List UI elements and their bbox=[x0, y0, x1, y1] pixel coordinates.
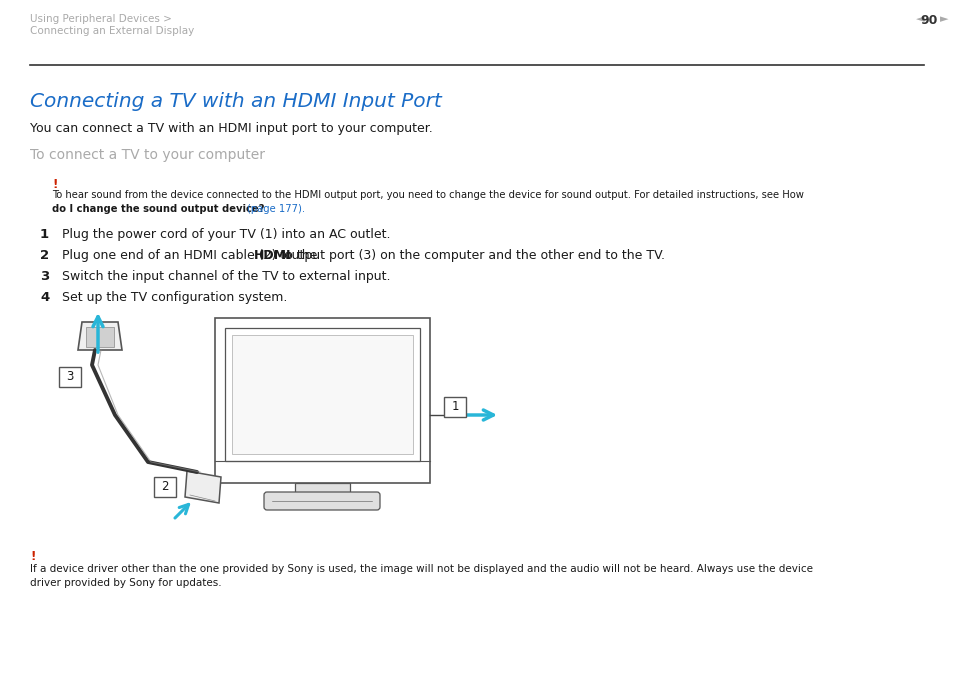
Text: ◄: ◄ bbox=[915, 14, 923, 24]
FancyBboxPatch shape bbox=[264, 492, 379, 510]
Text: 3: 3 bbox=[67, 371, 73, 384]
Text: Using Peripheral Devices >: Using Peripheral Devices > bbox=[30, 14, 172, 24]
Text: 3: 3 bbox=[40, 270, 50, 283]
FancyBboxPatch shape bbox=[153, 477, 175, 497]
Text: 90: 90 bbox=[920, 14, 937, 27]
Text: To connect a TV to your computer: To connect a TV to your computer bbox=[30, 148, 265, 162]
Polygon shape bbox=[185, 471, 221, 503]
Text: Connecting a TV with an HDMI Input Port: Connecting a TV with an HDMI Input Port bbox=[30, 92, 441, 111]
Bar bbox=[294, 483, 350, 495]
Text: 2: 2 bbox=[40, 249, 49, 262]
Text: output port (3) on the computer and the other end to the TV.: output port (3) on the computer and the … bbox=[280, 249, 664, 262]
Text: If a device driver other than the one provided by Sony is used, the image will n: If a device driver other than the one pr… bbox=[30, 564, 812, 574]
Text: ►: ► bbox=[939, 14, 947, 24]
Text: To hear sound from the device connected to the HDMI output port, you need to cha: To hear sound from the device connected … bbox=[52, 190, 803, 200]
Text: 2: 2 bbox=[161, 481, 169, 493]
Text: HDMI: HDMI bbox=[253, 249, 292, 262]
Polygon shape bbox=[78, 322, 122, 350]
Bar bbox=[232, 335, 413, 454]
Bar bbox=[86, 327, 113, 347]
Text: You can connect a TV with an HDMI input port to your computer.: You can connect a TV with an HDMI input … bbox=[30, 122, 433, 135]
Text: Connecting an External Display: Connecting an External Display bbox=[30, 26, 194, 36]
FancyBboxPatch shape bbox=[59, 367, 81, 387]
Text: 4: 4 bbox=[40, 291, 50, 304]
Text: Plug the power cord of your TV (1) into an AC outlet.: Plug the power cord of your TV (1) into … bbox=[62, 228, 390, 241]
Text: 1: 1 bbox=[451, 400, 458, 414]
Text: Set up the TV configuration system.: Set up the TV configuration system. bbox=[62, 291, 287, 304]
Text: Switch the input channel of the TV to external input.: Switch the input channel of the TV to ex… bbox=[62, 270, 390, 283]
Text: driver provided by Sony for updates.: driver provided by Sony for updates. bbox=[30, 578, 221, 588]
Text: Plug one end of an HDMI cable (2) to the: Plug one end of an HDMI cable (2) to the bbox=[62, 249, 321, 262]
Bar bbox=[225, 328, 419, 461]
Bar bbox=[214, 318, 430, 483]
Text: 1: 1 bbox=[40, 228, 49, 241]
Text: !: ! bbox=[30, 550, 35, 563]
Text: do I change the sound output device?: do I change the sound output device? bbox=[52, 204, 268, 214]
Text: !: ! bbox=[52, 178, 57, 191]
FancyBboxPatch shape bbox=[443, 397, 465, 417]
Text: (page 177).: (page 177). bbox=[247, 204, 305, 214]
